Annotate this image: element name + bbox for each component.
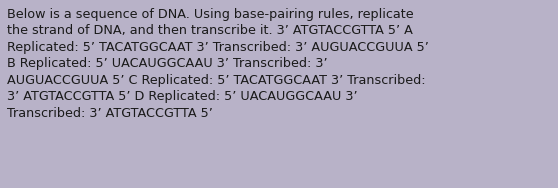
Text: Below is a sequence of DNA. Using base-pairing rules, replicate
the strand of DN: Below is a sequence of DNA. Using base-p… <box>7 8 429 120</box>
